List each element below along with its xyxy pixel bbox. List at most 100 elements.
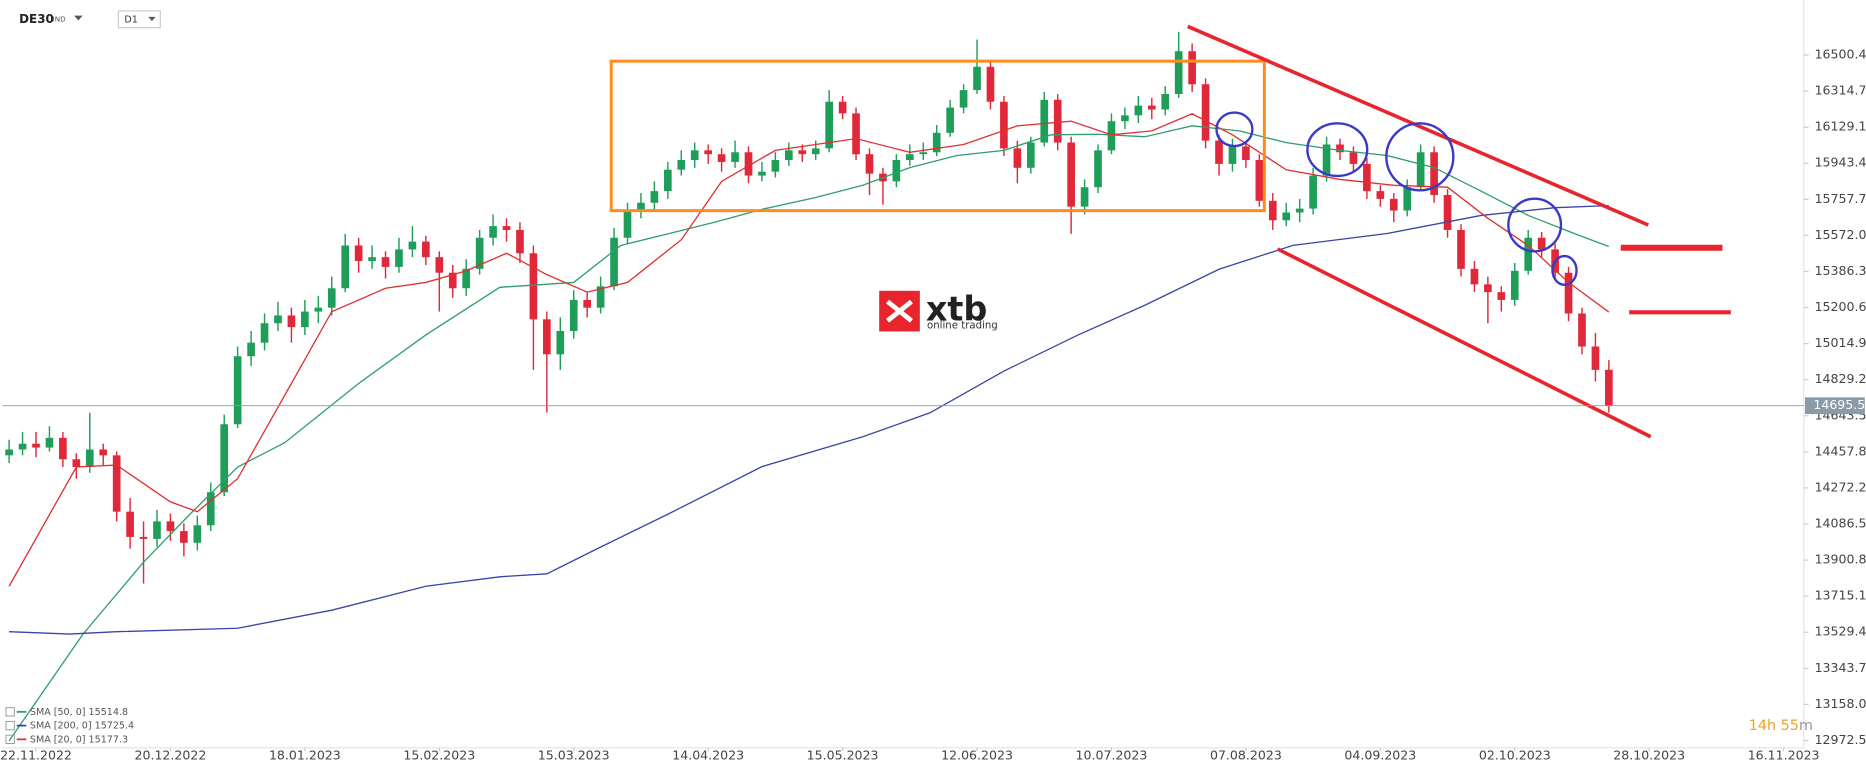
candle-body bbox=[690, 150, 699, 161]
candle-body bbox=[1376, 191, 1385, 199]
legend-name: SMA [200, 0] bbox=[30, 720, 92, 731]
y-tick-label: 14829.2 bbox=[1815, 371, 1866, 386]
candle-body bbox=[744, 152, 753, 176]
candle-body bbox=[1389, 198, 1398, 211]
legend-icon bbox=[5, 734, 15, 745]
x-tick-label: 28.10.2023 bbox=[1613, 748, 1685, 763]
highlight-circle bbox=[1306, 122, 1369, 178]
candle-body bbox=[18, 443, 27, 450]
sma-line bbox=[8, 113, 1610, 587]
candle-body bbox=[1188, 51, 1196, 85]
candle-body bbox=[166, 521, 175, 532]
candle-body bbox=[206, 492, 215, 526]
x-tick-label: 16.11.2023 bbox=[1748, 748, 1820, 763]
candle-body bbox=[408, 241, 417, 250]
legend-value: 15725.4 bbox=[95, 720, 134, 731]
candle-body bbox=[139, 536, 148, 539]
candle-body bbox=[435, 257, 444, 273]
y-tick-label: 15200.6 bbox=[1815, 299, 1866, 314]
candle-body bbox=[1403, 187, 1412, 211]
candle-body bbox=[1174, 51, 1183, 94]
candle-body bbox=[1040, 99, 1049, 143]
channel-line bbox=[1187, 24, 1650, 227]
dropdown-arrow[interactable] bbox=[74, 15, 83, 21]
candle-body bbox=[260, 323, 269, 343]
x-tick-label: 15.05.2023 bbox=[807, 748, 879, 763]
x-tick-label: 12.06.2023 bbox=[941, 748, 1013, 763]
legend-name: SMA [50, 0] bbox=[30, 706, 86, 717]
candle-body bbox=[314, 307, 323, 312]
candle-body bbox=[825, 101, 833, 149]
legend-value: 15177.3 bbox=[89, 734, 128, 745]
y-tick-label: 13343.7 bbox=[1815, 660, 1866, 675]
countdown-minutes: 55 bbox=[1781, 718, 1799, 734]
timeframe-box[interactable] bbox=[117, 10, 161, 29]
candle-body bbox=[1591, 346, 1600, 370]
y-tick-label: 13900.8 bbox=[1815, 552, 1866, 567]
y-tick-label: 13715.1 bbox=[1815, 588, 1866, 603]
y-tick-label: 14272.2 bbox=[1815, 479, 1866, 494]
y-tick-label: 16500.4 bbox=[1815, 47, 1866, 62]
candle-body bbox=[677, 160, 686, 170]
y-tick-label: 15014.9 bbox=[1815, 335, 1866, 350]
candle-body bbox=[462, 268, 471, 289]
candle-body bbox=[852, 113, 860, 155]
range-box bbox=[609, 59, 1266, 213]
x-tick-label: 10.07.2023 bbox=[1076, 748, 1148, 763]
y-tick-label: 16129.1 bbox=[1815, 119, 1866, 134]
candle-body bbox=[771, 160, 780, 172]
candle-body bbox=[1457, 229, 1465, 269]
x-tick-label: 07.08.2023 bbox=[1210, 748, 1282, 763]
countdown-unit: m bbox=[1799, 718, 1813, 734]
candle-body bbox=[301, 311, 309, 328]
legend-label: SMA [200, 0] 15725.4 bbox=[30, 720, 134, 731]
candle-body bbox=[1605, 369, 1613, 406]
candle-body bbox=[1309, 175, 1317, 209]
logo-icon bbox=[886, 299, 913, 323]
x-tick-label: 22.11.2022 bbox=[0, 748, 72, 763]
dropdown-arrow[interactable] bbox=[148, 16, 156, 22]
x-tick-label: 14.04.2023 bbox=[672, 748, 744, 763]
symbol: DE30 bbox=[19, 12, 54, 26]
candle-body bbox=[1416, 152, 1425, 188]
candle-body bbox=[1242, 146, 1250, 161]
countdown-hours: 14h bbox=[1749, 718, 1776, 734]
candle-body bbox=[180, 531, 188, 543]
timeframe: D1 bbox=[124, 14, 137, 25]
candle-body bbox=[5, 449, 13, 456]
candle-body bbox=[233, 356, 242, 425]
candle-body bbox=[664, 169, 672, 192]
candle-body bbox=[1215, 140, 1223, 164]
legend-name: SMA [20, 0] bbox=[30, 734, 86, 745]
y-tick-label: 15943.4 bbox=[1815, 155, 1866, 170]
y-tick-label: 13158.0 bbox=[1815, 696, 1866, 711]
legend-icon bbox=[5, 707, 15, 717]
candle-body bbox=[1026, 142, 1035, 168]
sma-line bbox=[9, 204, 1609, 635]
candle-body bbox=[731, 152, 739, 162]
candle-body bbox=[1268, 200, 1277, 221]
candle-body bbox=[1537, 237, 1546, 250]
y-tick-label: 15757.7 bbox=[1815, 191, 1866, 206]
candle-body bbox=[905, 154, 914, 161]
y-tick-label: 14457.8 bbox=[1815, 443, 1866, 458]
candle-body bbox=[919, 152, 928, 155]
candle-body bbox=[892, 160, 901, 182]
candle-body bbox=[1228, 146, 1237, 164]
candle-body bbox=[1013, 148, 1022, 168]
highlight-circle bbox=[1507, 197, 1563, 253]
candle-body bbox=[865, 154, 874, 174]
candle-body bbox=[1470, 268, 1479, 285]
candle-body bbox=[556, 330, 565, 355]
candle-body bbox=[422, 241, 430, 258]
last-price-label: 14695.5 bbox=[1813, 397, 1865, 412]
candle-body bbox=[704, 150, 712, 155]
x-tick-label: 15.03.2023 bbox=[538, 748, 610, 763]
candle-body bbox=[220, 424, 229, 493]
candle-body bbox=[1053, 99, 1062, 143]
candle-body bbox=[811, 148, 820, 155]
sma-line bbox=[8, 125, 1610, 742]
legend-label: SMA [50, 0] 15514.8 bbox=[30, 706, 128, 717]
highlight-circle bbox=[1551, 254, 1578, 287]
